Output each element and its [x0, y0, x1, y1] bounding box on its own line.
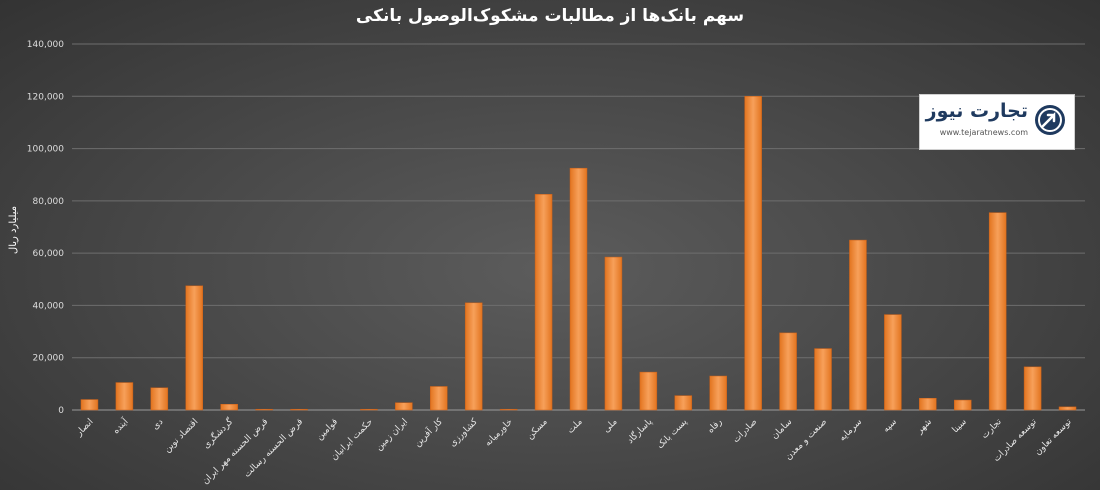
category-label: دی [151, 417, 166, 432]
category-label: سامان [770, 417, 794, 441]
tejaratnews-logo: تجارت نیوز www.tejaratnews.com [919, 94, 1075, 150]
y-tick-label: 140,000 [27, 40, 64, 50]
bar-4 [185, 285, 204, 411]
bar-11 [430, 386, 448, 411]
category-label: قرض الحسنه مهر ایران [201, 417, 271, 487]
bar-10 [395, 402, 413, 411]
y-tick-label: 0 [58, 406, 64, 416]
category-label: صادرات [731, 417, 759, 445]
bar-7 [290, 408, 308, 411]
bar-21 [779, 332, 797, 411]
bar-18 [674, 395, 693, 411]
bar-24 [884, 314, 902, 411]
bar-12 [464, 302, 483, 411]
bar-16 [604, 256, 623, 411]
y-tick-label: 60,000 [33, 249, 65, 259]
category-label: اقتصاد نوین [163, 417, 201, 455]
logo-url: www.tejaratnews.com [939, 128, 1028, 137]
bar-1 [80, 399, 99, 411]
category-label: ملت [566, 417, 585, 436]
category-label: گردشگری [200, 415, 236, 451]
bar-5 [220, 403, 238, 411]
logo-icon [1035, 105, 1065, 135]
category-label: مسکن [525, 417, 550, 442]
category-label: کشاورزی [448, 417, 480, 449]
category-label: سرمایه [838, 417, 864, 443]
category-label: آینده [110, 415, 131, 436]
logo-name: تجارت نیوز [925, 100, 1028, 122]
category-label: قوامین [315, 417, 340, 442]
bar-29 [1058, 406, 1077, 411]
bar-19 [709, 375, 727, 411]
category-label: پاسارگاد [624, 415, 655, 446]
y-tick-label: 20,000 [33, 354, 65, 364]
category-label: تجارت [980, 417, 1004, 441]
category-label: خاورمیانه [483, 417, 515, 449]
y-tick-label: 120,000 [27, 92, 64, 102]
chart-title: سهم بانک‌ها از مطالبات مشکوک‌الوصول بانک… [355, 6, 745, 26]
bar-3 [150, 387, 169, 411]
category-label: سینا [951, 417, 969, 435]
bar-22 [814, 348, 832, 411]
bar-27 [988, 212, 1007, 411]
category-label: ملی [602, 417, 620, 435]
category-label: توسعه تعاون [1033, 417, 1074, 458]
category-label: کار آفرین [411, 415, 445, 449]
bar-20 [744, 96, 762, 411]
category-label: سپه [881, 417, 899, 435]
bar-23 [849, 239, 867, 411]
y-tick-label: 40,000 [33, 301, 65, 311]
y-tick-label: 80,000 [33, 197, 65, 207]
category-label: انصار [74, 417, 96, 439]
bar-6 [255, 408, 273, 411]
category-label: رفاه [706, 417, 724, 435]
category-label: پست بانک [655, 417, 689, 451]
y-tick-label: 100,000 [27, 145, 64, 155]
bar-15 [569, 167, 588, 411]
bar-2 [115, 382, 134, 411]
bar-14 [534, 194, 553, 411]
bar-17 [639, 371, 658, 411]
category-label: شهر [914, 417, 934, 437]
bar-28 [1023, 366, 1042, 411]
bar-26 [953, 399, 972, 411]
bar-13 [499, 408, 518, 411]
bar-25 [919, 397, 937, 411]
category-label: قرض الحسنه رسالت [242, 417, 305, 480]
bar-9 [360, 408, 378, 411]
category-label: ایران زمین [374, 417, 410, 453]
